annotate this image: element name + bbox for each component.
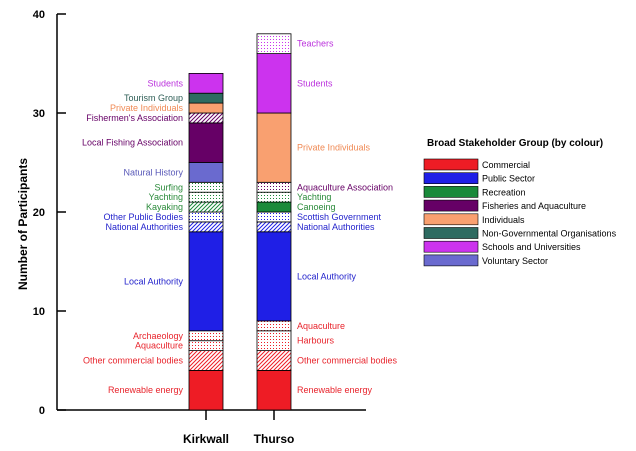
bar-segment <box>256 330 292 351</box>
segment-label: Other commercial bodies <box>297 356 398 366</box>
segment-label: Canoeing <box>297 202 336 212</box>
bar-segment <box>188 162 224 183</box>
bar-segment <box>188 181 224 193</box>
bar-segment <box>256 350 292 371</box>
legend-swatch <box>423 227 479 239</box>
legend-label: Fisheries and Aquaculture <box>482 201 586 211</box>
segment-label: Archaeology <box>133 331 184 341</box>
segment-label: Fishermen's Association <box>86 113 183 123</box>
y-tick-label: 30 <box>33 108 45 120</box>
legend-label: Public Sector <box>482 174 535 184</box>
bar-segment <box>188 369 224 411</box>
bar-segment <box>256 53 292 114</box>
legend-swatch <box>423 254 479 267</box>
segment-label: Natural History <box>123 167 183 177</box>
legend-label: Schools and Universities <box>482 242 581 252</box>
segment-label: Tourism Group <box>124 93 183 103</box>
bar-segment <box>188 112 224 124</box>
legend-swatch <box>423 158 479 171</box>
y-axis-label: Number of Participants <box>16 158 30 290</box>
segment-label: Local Authority <box>297 271 357 281</box>
bar-segment <box>188 201 224 213</box>
y-tick-label: 20 <box>33 207 45 219</box>
segment-label: Scottish Government <box>297 212 382 222</box>
bar-segment <box>188 191 224 203</box>
segment-labels: Renewable energy Other commercial bodies A… <box>82 39 398 396</box>
segment-label: Private Individuals <box>297 143 371 153</box>
y-tick-label: 0 <box>39 405 45 417</box>
legend-label: Commercial <box>482 160 530 170</box>
bars <box>188 33 292 411</box>
segment-label: Renewable energy <box>108 385 184 395</box>
segment-label: Yachting <box>149 192 183 202</box>
y-tick-label: 10 <box>33 306 45 318</box>
legend-swatch <box>423 213 479 226</box>
legend-item: Public Sector <box>423 172 535 184</box>
bar-segment <box>256 369 292 411</box>
segment-label: Other Public Bodies <box>103 212 183 222</box>
segment-label: Local Fishing Association <box>82 138 183 148</box>
bar-segment <box>188 350 224 371</box>
bar-segment <box>188 102 224 114</box>
bar-segment <box>256 33 292 54</box>
bar-kirkwall <box>188 73 224 411</box>
legend-item: Individuals <box>423 213 525 226</box>
legend-title: Broad Stakeholder Group (by colour) <box>427 138 603 149</box>
legend-label: Non-Governmental Organisations <box>482 229 617 239</box>
segment-label: Surfing <box>154 182 183 192</box>
bar-thurso <box>256 33 292 411</box>
bar-segment <box>256 221 292 233</box>
legend-item: Fisheries and Aquaculture <box>423 199 586 212</box>
bar-segment <box>188 92 224 104</box>
bar-segment <box>256 181 292 193</box>
bar-segment <box>188 221 224 233</box>
legend-label: Recreation <box>482 187 526 197</box>
legend-swatch <box>423 172 479 184</box>
segment-label: Private Individuals <box>110 103 184 113</box>
segment-label: Teachers <box>297 39 334 49</box>
segment-label: Harbours <box>297 336 335 346</box>
segment-label: Aquaculture <box>135 341 183 351</box>
segment-label: Aquaculture Association <box>297 182 393 192</box>
category-label: Kirkwall <box>183 432 229 446</box>
bar-segment <box>256 112 292 183</box>
bar-segment <box>188 73 224 94</box>
bar-segment <box>256 211 292 223</box>
legend-item: Voluntary Sector <box>423 254 548 267</box>
legend: Broad Stakeholder Group (by colour) Comme… <box>423 138 617 267</box>
segment-label: Students <box>147 78 183 88</box>
legend-item: Commercial <box>423 158 530 171</box>
segment-label: National Authorities <box>297 222 375 232</box>
legend-item: Non-Governmental Organisations <box>423 227 617 239</box>
segment-label: Local Authority <box>124 276 184 286</box>
bar-segment <box>188 122 224 163</box>
legend-swatch <box>423 240 479 253</box>
axes: 0 10 20 30 40 Number of Participants Kirkwall T… <box>16 9 366 446</box>
legend-item: Recreation <box>423 186 526 198</box>
segment-label: Aquaculture <box>297 321 345 331</box>
legend-swatch <box>423 186 479 198</box>
bar-segment <box>256 201 292 213</box>
segment-label: Yachting <box>297 192 331 202</box>
bar-segment <box>256 231 292 322</box>
y-tick-label: 40 <box>33 9 45 21</box>
segment-label: Kayaking <box>146 202 183 212</box>
legend-item: Schools and Universities <box>423 240 581 253</box>
segment-label: Students <box>297 78 333 88</box>
legend-label: Voluntary Sector <box>482 256 548 266</box>
segment-label: Other commercial bodies <box>83 356 184 366</box>
category-label: Thurso <box>254 432 295 446</box>
segment-label: Renewable energy <box>297 385 373 395</box>
legend-swatch <box>423 199 479 212</box>
segment-label: National Authorities <box>105 222 183 232</box>
bar-segment <box>256 320 292 332</box>
bar-segment <box>256 191 292 203</box>
legend-label: Individuals <box>482 215 525 225</box>
bar-segment <box>188 211 224 223</box>
bar-segment <box>188 340 224 352</box>
bar-segment <box>188 330 224 342</box>
bar-segment <box>188 231 224 332</box>
